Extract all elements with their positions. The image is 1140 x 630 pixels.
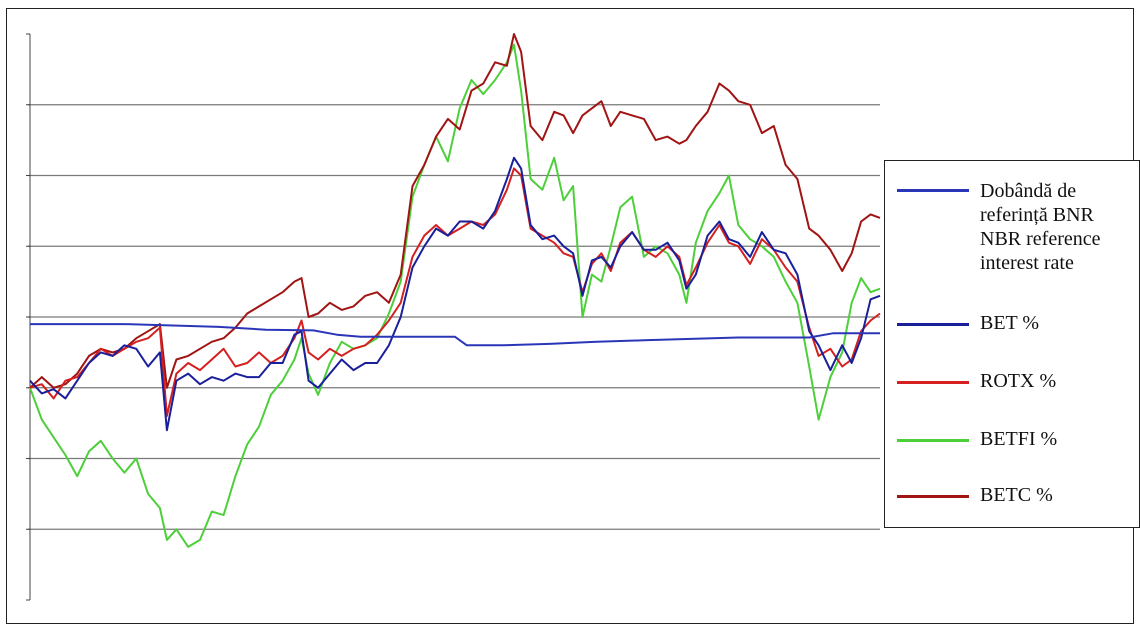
legend-swatch-betc [897,495,969,498]
series-line-betfi [29,43,881,548]
legend-swatch-bet [897,323,969,326]
legend-swatch-betfi [897,439,969,442]
legend-swatch-nbr-rate [897,189,969,192]
legend-label-nbr-rate: Dobândă de referință BNR NBR reference i… [980,180,1101,274]
legend-swatch-rotx [897,381,969,384]
series-lines [29,33,881,548]
legend-label-betc: BETC % [980,484,1053,506]
legend-label-bet: BET % [980,312,1040,334]
y-axis [26,33,31,601]
series-line-betc [29,33,881,389]
gridlines [28,104,880,530]
series-line-nbr-rate [30,323,880,347]
legend-label-betfi: BETFI % [980,428,1058,450]
legend: Dobândă de referință BNR NBR reference i… [884,160,1140,528]
series-line-bet [29,156,881,432]
series-line-rotx [29,167,881,417]
legend-label-rotx: ROTX % [980,370,1057,392]
